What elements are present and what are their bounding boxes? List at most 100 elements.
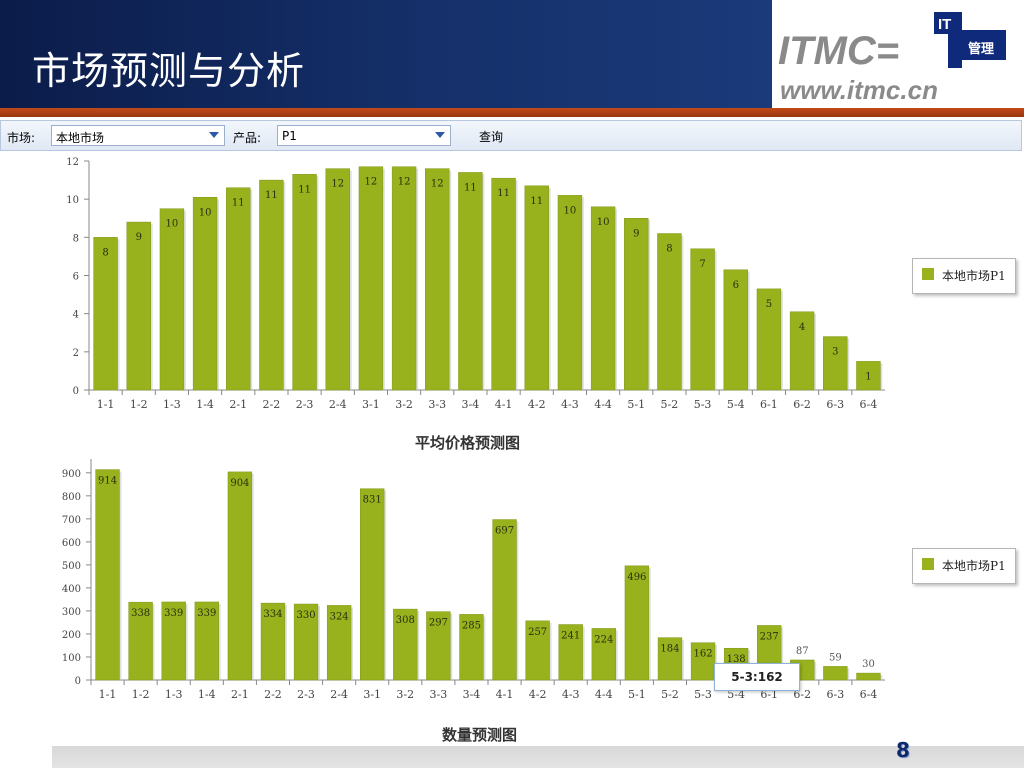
x-tick-label: 1-2 — [130, 398, 148, 411]
bar — [260, 602, 286, 681]
data-label: 324 — [330, 611, 349, 622]
bar — [823, 336, 848, 391]
data-label: 330 — [296, 610, 315, 621]
y-tick-label: 2 — [73, 348, 79, 359]
bar — [756, 288, 782, 391]
bar — [292, 174, 317, 391]
x-tick-label: 3-1 — [363, 688, 381, 701]
data-label: 6 — [733, 280, 739, 291]
legend-swatch — [922, 268, 934, 280]
y-tick-label: 10 — [66, 195, 79, 206]
bar — [492, 519, 517, 681]
chevron-down-icon[interactable] — [430, 126, 450, 145]
x-tick-label: 1-3 — [165, 688, 183, 701]
bar — [192, 197, 218, 391]
x-tick-label: 4-4 — [595, 688, 613, 701]
data-label: 7 — [699, 259, 705, 270]
filter-toolbar: 市场: 本地市场 产品: P1 查询 — [0, 120, 1022, 151]
x-tick-label: 1-2 — [132, 688, 150, 701]
x-tick-label: 5-3 — [694, 688, 712, 701]
data-label: 904 — [230, 478, 249, 489]
bar — [657, 637, 683, 681]
bar — [624, 565, 650, 681]
x-tick-label: 4-4 — [594, 398, 612, 411]
bar — [126, 221, 151, 391]
x-tick-label: 3-3 — [430, 688, 448, 701]
bar — [458, 172, 483, 391]
data-label: 339 — [197, 608, 216, 619]
data-label: 8 — [102, 247, 108, 258]
x-tick-label: 6-3 — [827, 688, 845, 701]
footer-bar — [52, 746, 1024, 768]
x-tick-label: 1-4 — [198, 688, 216, 701]
data-label: 9 — [136, 232, 142, 243]
y-tick-label: 12 — [66, 157, 79, 168]
logo-badge-top: IT — [938, 16, 951, 33]
data-label: 87 — [796, 646, 809, 657]
bar — [391, 166, 417, 391]
product-select[interactable]: P1 — [277, 125, 451, 146]
data-label: 59 — [829, 652, 842, 663]
x-tick-label: 5-2 — [661, 398, 679, 411]
x-tick-label: 4-1 — [496, 688, 514, 701]
y-tick-label: 0 — [75, 676, 81, 687]
x-tick-label: 5-1 — [627, 398, 645, 411]
data-label: 5 — [766, 299, 772, 310]
x-tick-label: 5-4 — [727, 398, 745, 411]
data-label: 10 — [564, 205, 577, 216]
query-button[interactable]: 查询 — [479, 130, 504, 144]
bar — [558, 624, 583, 681]
bar — [194, 601, 219, 681]
x-tick-label: 5-1 — [628, 688, 646, 701]
data-label: 224 — [594, 634, 613, 645]
bar — [789, 311, 815, 391]
y-tick-label: 300 — [62, 607, 81, 618]
quantity-chart-title: 数量预测图 — [442, 726, 518, 744]
data-label: 184 — [660, 644, 679, 655]
legend-label: 本地市场P1 — [942, 269, 1006, 283]
bar — [557, 195, 583, 391]
data-label: 12 — [431, 179, 444, 190]
x-tick-label: 1-1 — [99, 688, 117, 701]
bar — [93, 237, 118, 391]
y-tick-label: 8 — [73, 233, 79, 244]
x-tick-label: 5-4 — [727, 688, 745, 701]
price-chart-legend: 本地市场P1 — [912, 258, 1016, 294]
data-label: 297 — [429, 618, 448, 629]
itmc-logo: ITMC= www.itmc.cn IT 管理 — [772, 0, 1024, 108]
bar — [293, 603, 319, 681]
price-forecast-chart: 0 2 4 6 8 10 12 1-1 8 1-2 9 1-3 10 1-4 10 2-1 11 2-2 11 2-3… — [66, 157, 885, 411]
x-tick-label: 2-1 — [231, 688, 249, 701]
y-tick-label: 0 — [73, 386, 79, 397]
bar — [690, 248, 715, 391]
market-select[interactable]: 本地市场 — [51, 125, 225, 146]
logo-badge: IT 管理 — [934, 12, 1006, 68]
bar — [326, 605, 352, 681]
data-label: 11 — [265, 190, 278, 201]
x-tick-label: 3-4 — [463, 688, 481, 701]
x-tick-label: 4-2 — [529, 688, 547, 701]
data-label: 30 — [862, 659, 875, 670]
bar — [459, 614, 484, 681]
x-tick-label: 6-1 — [760, 398, 778, 411]
legend-swatch — [922, 558, 934, 570]
page-number: 8 — [896, 738, 910, 762]
bar — [325, 168, 350, 391]
chevron-down-icon[interactable] — [204, 126, 224, 145]
x-tick-label: 6-3 — [826, 398, 844, 411]
quantity-forecast-chart: 0 100 200 300 400 500 600 700 800 900 1-1 914 1-2 338… — [62, 459, 885, 701]
market-label: 市场: — [7, 131, 36, 145]
bar — [823, 666, 848, 681]
x-tick-label: 4-2 — [528, 398, 546, 411]
bar — [690, 642, 716, 681]
y-tick-label: 700 — [62, 515, 81, 526]
bar — [426, 611, 451, 681]
bar — [161, 601, 186, 681]
data-label: 11 — [298, 184, 311, 195]
data-label: 914 — [98, 476, 117, 487]
y-tick-label: 100 — [62, 653, 81, 664]
bar — [591, 628, 616, 681]
x-tick-label: 6-2 — [793, 398, 811, 411]
x-tick-label: 5-2 — [661, 688, 679, 701]
logo-line1: ITMC= — [778, 29, 899, 73]
